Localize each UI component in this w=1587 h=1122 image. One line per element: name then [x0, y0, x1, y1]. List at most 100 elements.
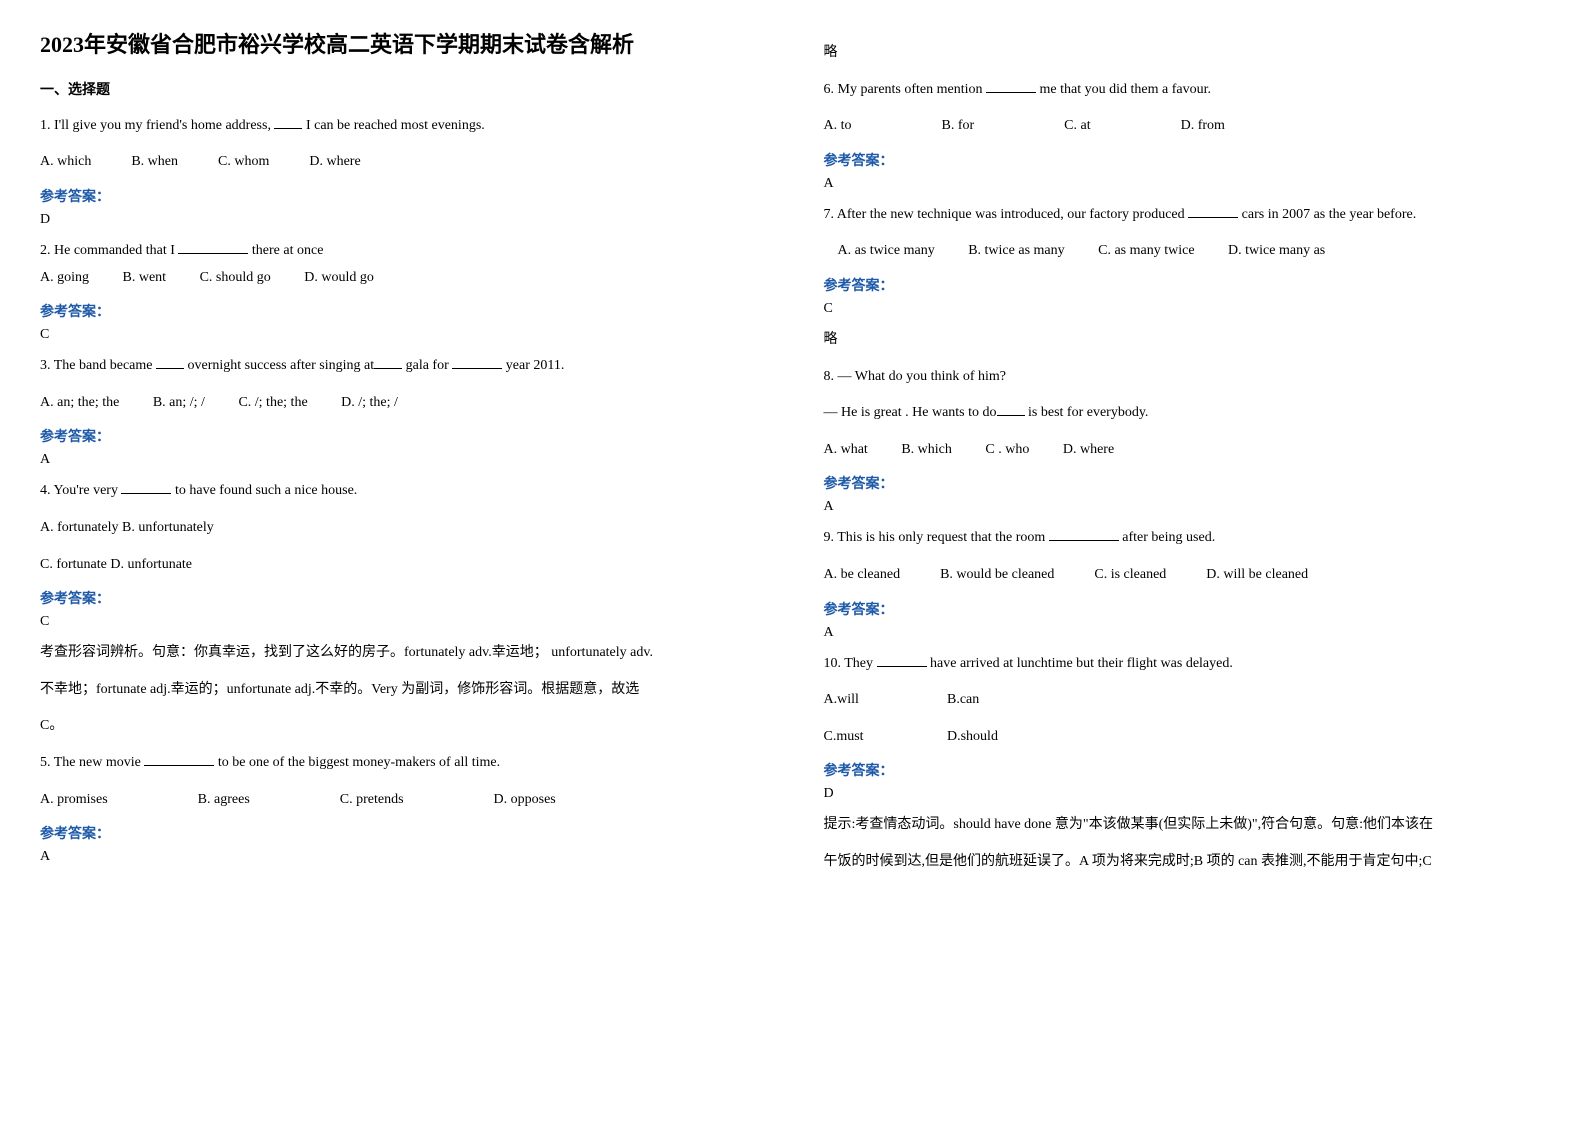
- q1-stem-b: I can be reached most evenings.: [302, 118, 484, 133]
- blank: [452, 354, 502, 369]
- blank: [986, 78, 1036, 93]
- q10-answer: D: [824, 786, 1548, 802]
- q1-answer: D: [40, 212, 764, 228]
- option: C. whom: [218, 149, 269, 176]
- blank: [156, 354, 184, 369]
- option: A. promises: [40, 787, 108, 814]
- q3-stem-c: gala for: [402, 358, 452, 373]
- q2-stem-a: 2. He commanded that I: [40, 243, 178, 258]
- q3-options: A. an; the; the B. an; /; / C. /; the; t…: [40, 390, 764, 417]
- q10-stem-a: 10. They: [824, 656, 877, 671]
- answer-label: 参考答案：: [824, 150, 1548, 170]
- q4-stem-a: 4. You're very: [40, 483, 121, 498]
- answer-label: 参考答案：: [40, 426, 764, 446]
- option: C. should go: [200, 270, 271, 285]
- q7-explanation: 略: [824, 327, 1548, 354]
- answer-label: 参考答案：: [40, 588, 764, 608]
- q4-opts2: C. fortunate D. unfortunate: [40, 552, 764, 579]
- q10-stem-b: have arrived at lunchtime but their flig…: [927, 656, 1233, 671]
- q9-stem-b: after being used.: [1119, 530, 1215, 545]
- answer-label: 参考答案：: [824, 599, 1548, 619]
- q3-answer: A: [40, 452, 764, 468]
- option: A. to: [824, 113, 852, 140]
- q10-explanation-2: 午饭的时候到达,但是他们的航班延误了。A 项为将来完成时;B 项的 can 表推…: [824, 849, 1548, 876]
- q5-answer: A: [40, 849, 764, 865]
- blank: [144, 751, 214, 766]
- q4-explanation-1: 考查形容词辨析。句意：你真幸运，找到了这么好的房子。fortunately ad…: [40, 640, 764, 667]
- blank: [877, 652, 927, 667]
- option: B. for: [942, 113, 975, 140]
- q8-answer: A: [824, 499, 1548, 515]
- q3-stem-b: overnight success after singing at: [184, 358, 374, 373]
- blank: [178, 239, 248, 254]
- q8-stem-2: — He is great . He wants to do is best f…: [824, 400, 1548, 427]
- q9-options: A. be cleaned B. would be cleaned C. is …: [824, 562, 1548, 589]
- option: B. an; /; /: [153, 395, 205, 410]
- q6-stem-b: me that you did them a favour.: [1036, 82, 1211, 97]
- q5-options: A. promises B. agrees C. pretends D. opp…: [40, 787, 764, 814]
- answer-label: 参考答案：: [40, 823, 764, 843]
- q6-answer: A: [824, 176, 1548, 192]
- option: A.will: [824, 687, 944, 714]
- question-9: 9. This is his only request that the roo…: [824, 525, 1548, 552]
- right-column: 略 6. My parents often mention me that yo…: [824, 30, 1548, 886]
- q9-answer: A: [824, 625, 1548, 641]
- question-4: 4. You're very to have found such a nice…: [40, 478, 764, 505]
- question-1: 1. I'll give you my friend's home addres…: [40, 113, 764, 140]
- answer-label: 参考答案：: [40, 301, 764, 321]
- option: C. pretends: [340, 787, 404, 814]
- q8-options: A. what B. which C . who D. where: [824, 437, 1548, 464]
- answer-label: 参考答案：: [40, 186, 764, 206]
- option: D. twice many as: [1228, 243, 1325, 258]
- q7-answer: C: [824, 301, 1548, 317]
- q7-stem-a: 7. After the new technique was introduce…: [824, 207, 1189, 222]
- q10-options-row2: C.must D.should: [824, 724, 1548, 751]
- question-10: 10. They have arrived at lunchtime but t…: [824, 651, 1548, 678]
- question-7: 7. After the new technique was introduce…: [824, 202, 1548, 229]
- q4-opts1: A. fortunately B. unfortunately: [40, 515, 764, 542]
- q3-stem-a: 3. The band became: [40, 358, 156, 373]
- question-6: 6. My parents often mention me that you …: [824, 77, 1548, 104]
- option: D. where: [1063, 442, 1114, 457]
- q1-options: A. which B. when C. whom D. where: [40, 149, 764, 176]
- option: D.should: [947, 729, 998, 744]
- answer-label: 参考答案：: [824, 473, 1548, 493]
- q6-stem-a: 6. My parents often mention: [824, 82, 987, 97]
- q2-answer: C: [40, 327, 764, 343]
- option: C.must: [824, 724, 944, 751]
- option: B. which: [901, 442, 952, 457]
- option: D. where: [309, 149, 360, 176]
- q8-stem-2b: is best for everybody.: [1025, 405, 1149, 420]
- document-title: 2023年安徽省合肥市裕兴学校高二英语下学期期末试卷含解析: [40, 30, 764, 61]
- option: C. at: [1064, 113, 1090, 140]
- blank: [274, 114, 302, 129]
- option: C. is cleaned: [1094, 562, 1166, 589]
- option: D. would go: [304, 270, 374, 285]
- q5-stem-a: 5. The new movie: [40, 755, 144, 770]
- option: B. twice as many: [968, 243, 1064, 258]
- option: A. which: [40, 149, 91, 176]
- q4-answer: C: [40, 614, 764, 630]
- q4-explanation-2: 不幸地；fortunate adj.幸运的；unfortunate adj.不幸…: [40, 677, 764, 704]
- q7-stem-b: cars in 2007 as the year before.: [1238, 207, 1416, 222]
- q10-explanation-1: 提示:考查情态动词。should have done 意为"本该做某事(但实际上…: [824, 812, 1548, 839]
- q8-stem-1: 8. — What do you think of him?: [824, 364, 1548, 391]
- answer-label: 参考答案：: [824, 760, 1548, 780]
- blank: [997, 401, 1025, 416]
- q1-stem-a: 1. I'll give you my friend's home addres…: [40, 118, 274, 133]
- q2-options: A. going B. went C. should go D. would g…: [40, 265, 764, 292]
- option: C. /; the; the: [238, 395, 307, 410]
- option: A. as twice many: [838, 243, 935, 258]
- q4-explanation-3: C。: [40, 713, 764, 740]
- q8-stem-2a: — He is great . He wants to do: [824, 405, 997, 420]
- option: D. from: [1181, 113, 1225, 140]
- option: B. went: [123, 270, 167, 285]
- question-5: 5. The new movie to be one of the bigges…: [40, 750, 764, 777]
- option: B.can: [947, 692, 979, 707]
- q10-options-row1: A.will B.can: [824, 687, 1548, 714]
- blank: [1188, 203, 1238, 218]
- q7-options: A. as twice many B. twice as many C. as …: [824, 238, 1548, 265]
- option: B. agrees: [198, 787, 250, 814]
- option: A. an; the; the: [40, 395, 119, 410]
- q4-stem-b: to have found such a nice house.: [171, 483, 357, 498]
